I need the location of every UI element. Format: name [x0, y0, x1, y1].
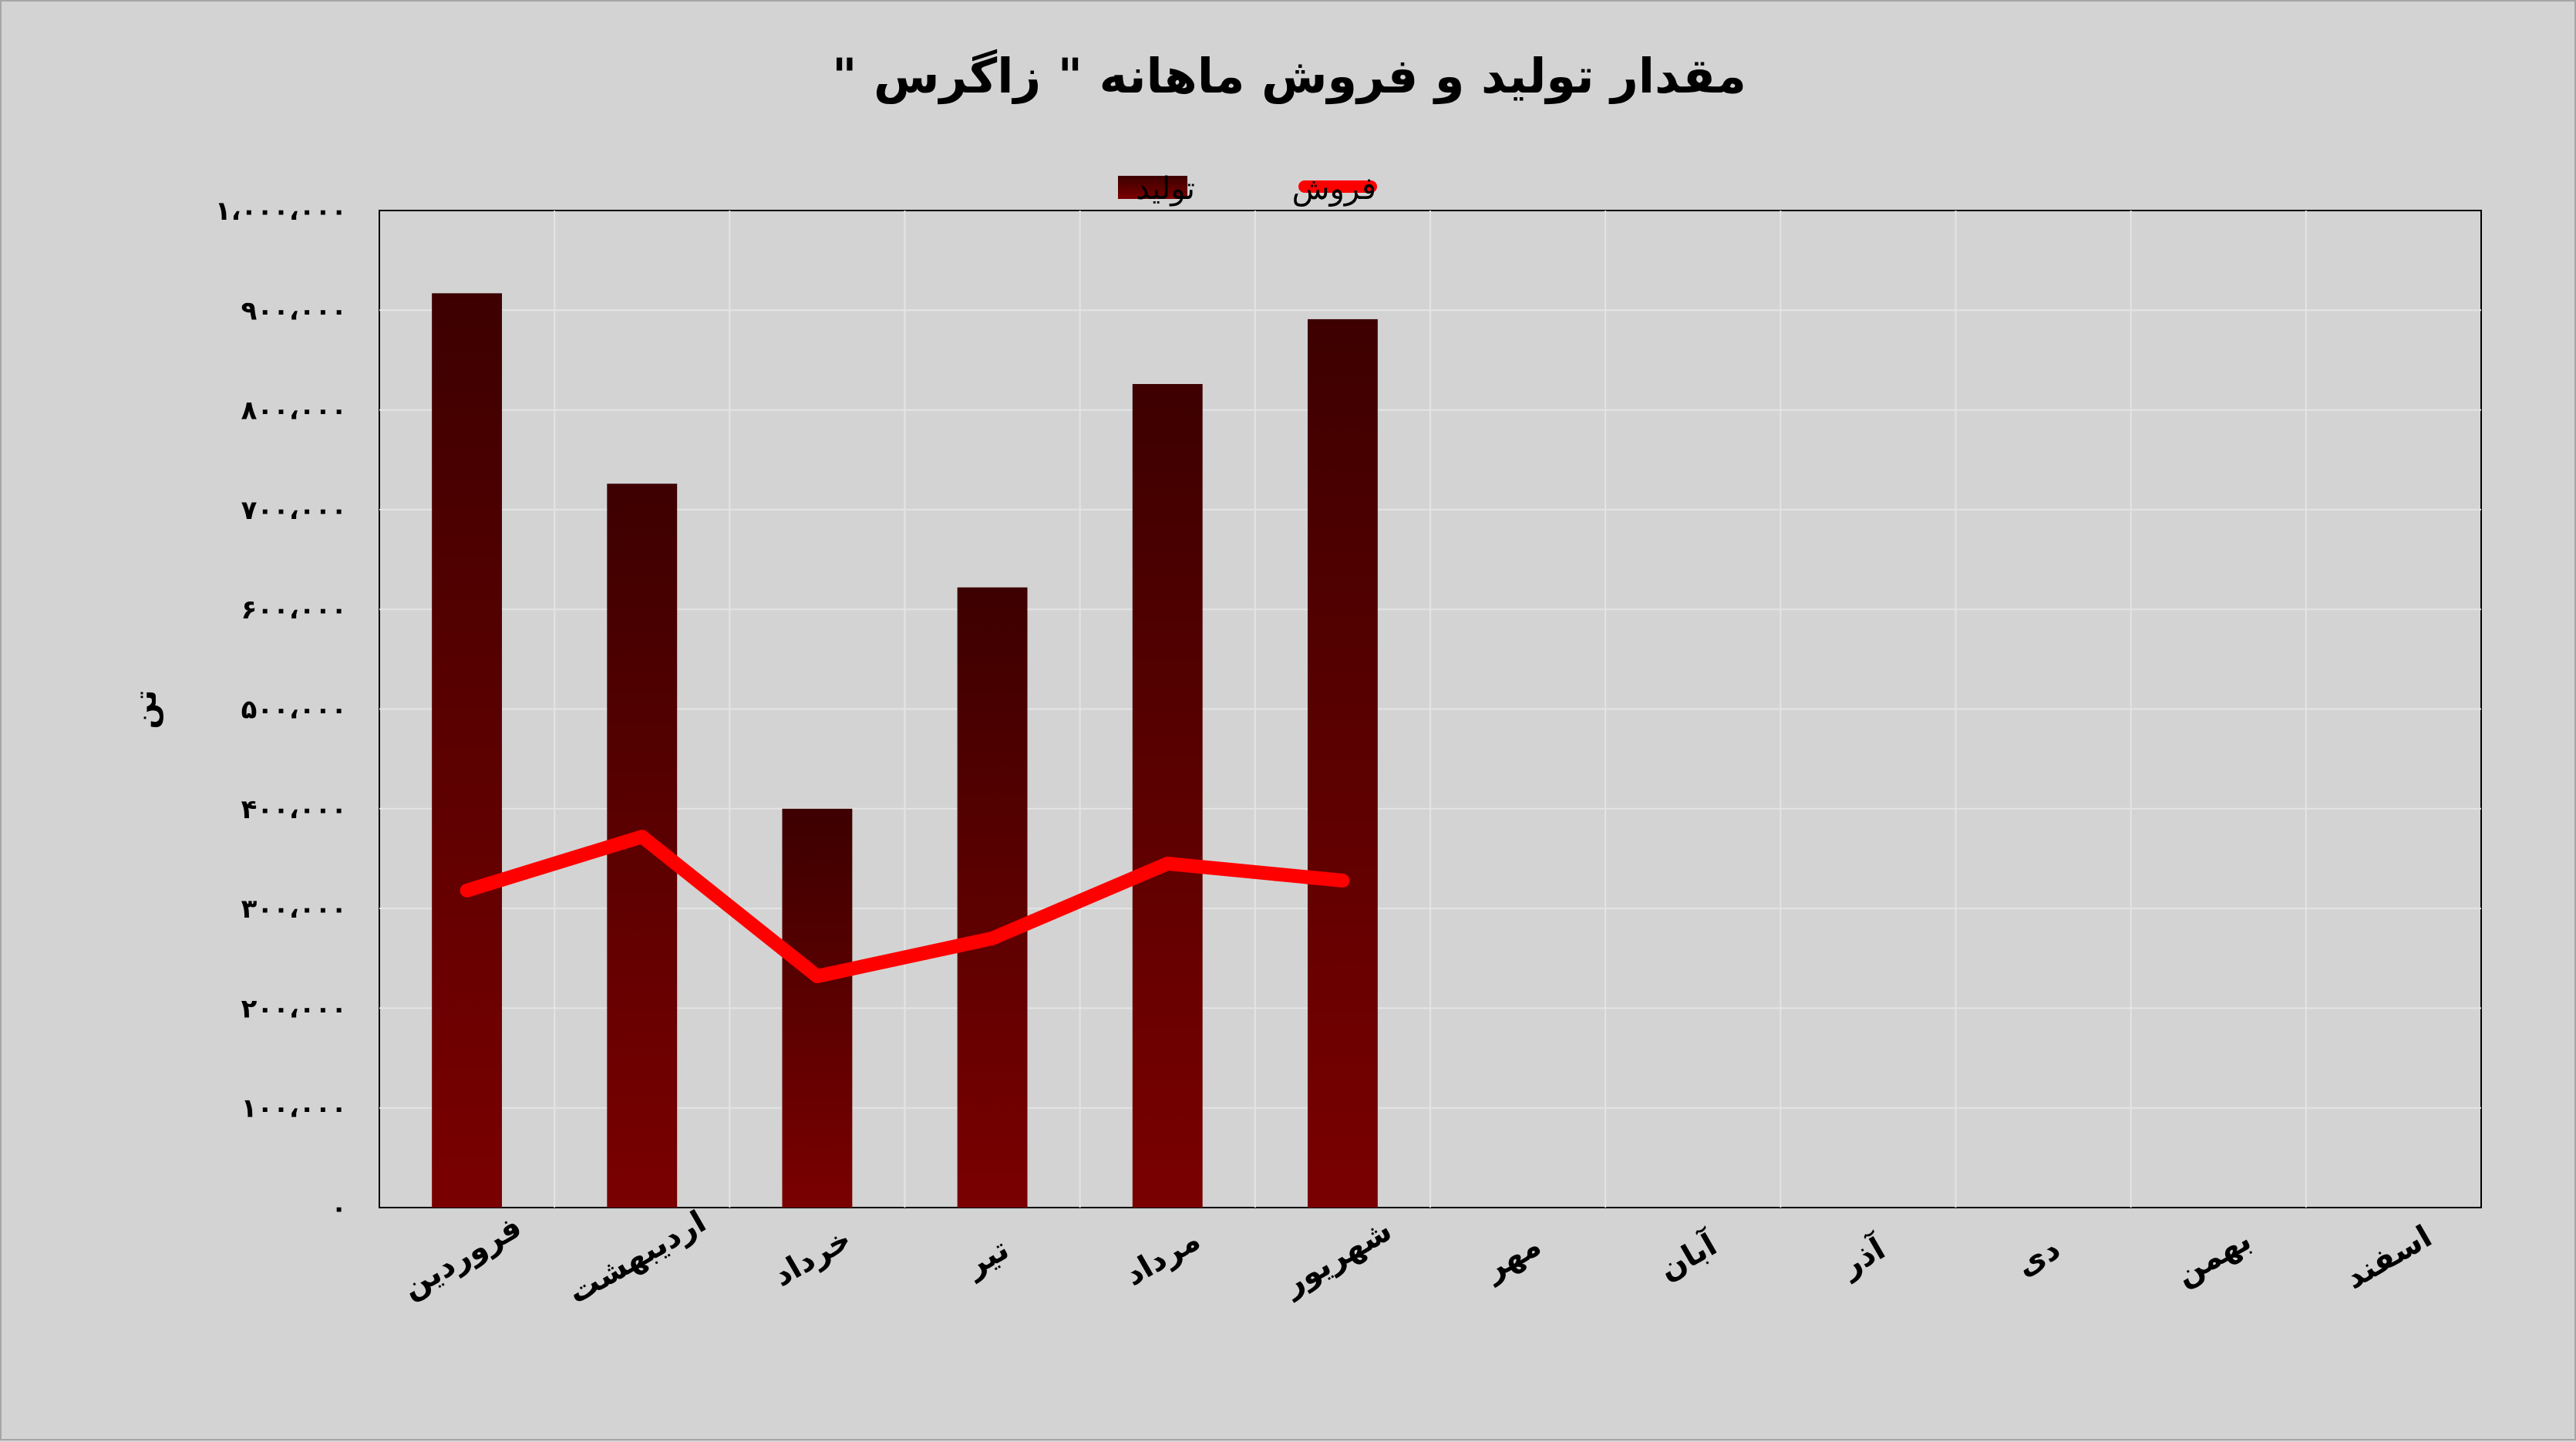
x-tick-label: اردیبهشت	[562, 1204, 712, 1311]
point-sales	[816, 975, 818, 978]
point-sales	[1342, 879, 1344, 881]
x-tick-label: تیر	[958, 1231, 1015, 1285]
bar-production	[432, 293, 503, 1208]
legend-swatch-production	[1118, 176, 1187, 199]
line-sales	[460, 830, 1350, 984]
x-tick-label: شهریور	[1276, 1212, 1398, 1303]
y-tick-label: ۴۰۰،۰۰۰	[241, 794, 347, 825]
x-tick-label: آبان	[1652, 1225, 1724, 1288]
bar-production	[957, 587, 1028, 1208]
legend-label-production: تولید	[1136, 171, 1195, 207]
y-tick-label: ۷۰۰،۰۰۰	[241, 495, 347, 526]
x-tick-label: بهمن	[2170, 1222, 2257, 1293]
y-tick-label: ۹۰۰،۰۰۰	[241, 295, 347, 326]
bar-production	[1132, 383, 1203, 1208]
legend-label-sales: فروش	[1292, 171, 1376, 207]
x-tick-label: مرداد	[1119, 1222, 1206, 1293]
x-tick-labels: فروردین اردیبهشت خرداد تیر مرداد شهریور مهر آبا…	[396, 1204, 2438, 1311]
bar-production	[1307, 318, 1378, 1208]
x-tick-label: دی	[2010, 1231, 2066, 1284]
point-sales	[641, 836, 643, 838]
y-tick-labels: ۰ ۱۰۰،۰۰۰ ۲۰۰،۰۰۰ ۳۰۰،۰۰۰ ۴۰۰،۰۰۰ ۵۰۰،۰۰۰ ۶۰۰،…	[215, 196, 347, 1224]
y-tick-label: ۱،۰۰۰،۰۰۰	[215, 196, 347, 227]
y-tick-label: ۶۰۰،۰۰۰	[241, 595, 347, 625]
x-tick-label: آذر	[1833, 1228, 1892, 1285]
y-tick-label: ۰	[331, 1193, 347, 1224]
x-tick-label: خرداد	[767, 1221, 857, 1294]
bar-production	[782, 808, 853, 1208]
point-sales	[992, 937, 994, 939]
y-tick-label: ۱۰۰،۰۰۰	[241, 1093, 347, 1124]
y-tick-label: ۵۰۰،۰۰۰	[241, 695, 347, 726]
y-tick-label: ۲۰۰،۰۰۰	[241, 993, 347, 1024]
chart-legend: تولید فروش	[1118, 171, 1377, 207]
y-tick-label: ۳۰۰،۰۰۰	[241, 894, 347, 925]
bar-layer	[432, 293, 1378, 1208]
y-tick-label: ۸۰۰،۰۰۰	[241, 396, 347, 426]
grid-layer	[379, 211, 2481, 1208]
point-sales	[1167, 862, 1169, 864]
line-layer	[460, 830, 1350, 984]
x-tick-label: مهر	[1477, 1228, 1547, 1289]
point-sales	[466, 889, 468, 891]
y-axis-label: تن	[128, 689, 163, 729]
chart-title: مقدار تولید و فروش ماهانه " زاگرس "	[832, 48, 1746, 104]
x-tick-label: فروردین	[396, 1209, 528, 1306]
x-tick-label: اسفند	[2339, 1219, 2438, 1296]
